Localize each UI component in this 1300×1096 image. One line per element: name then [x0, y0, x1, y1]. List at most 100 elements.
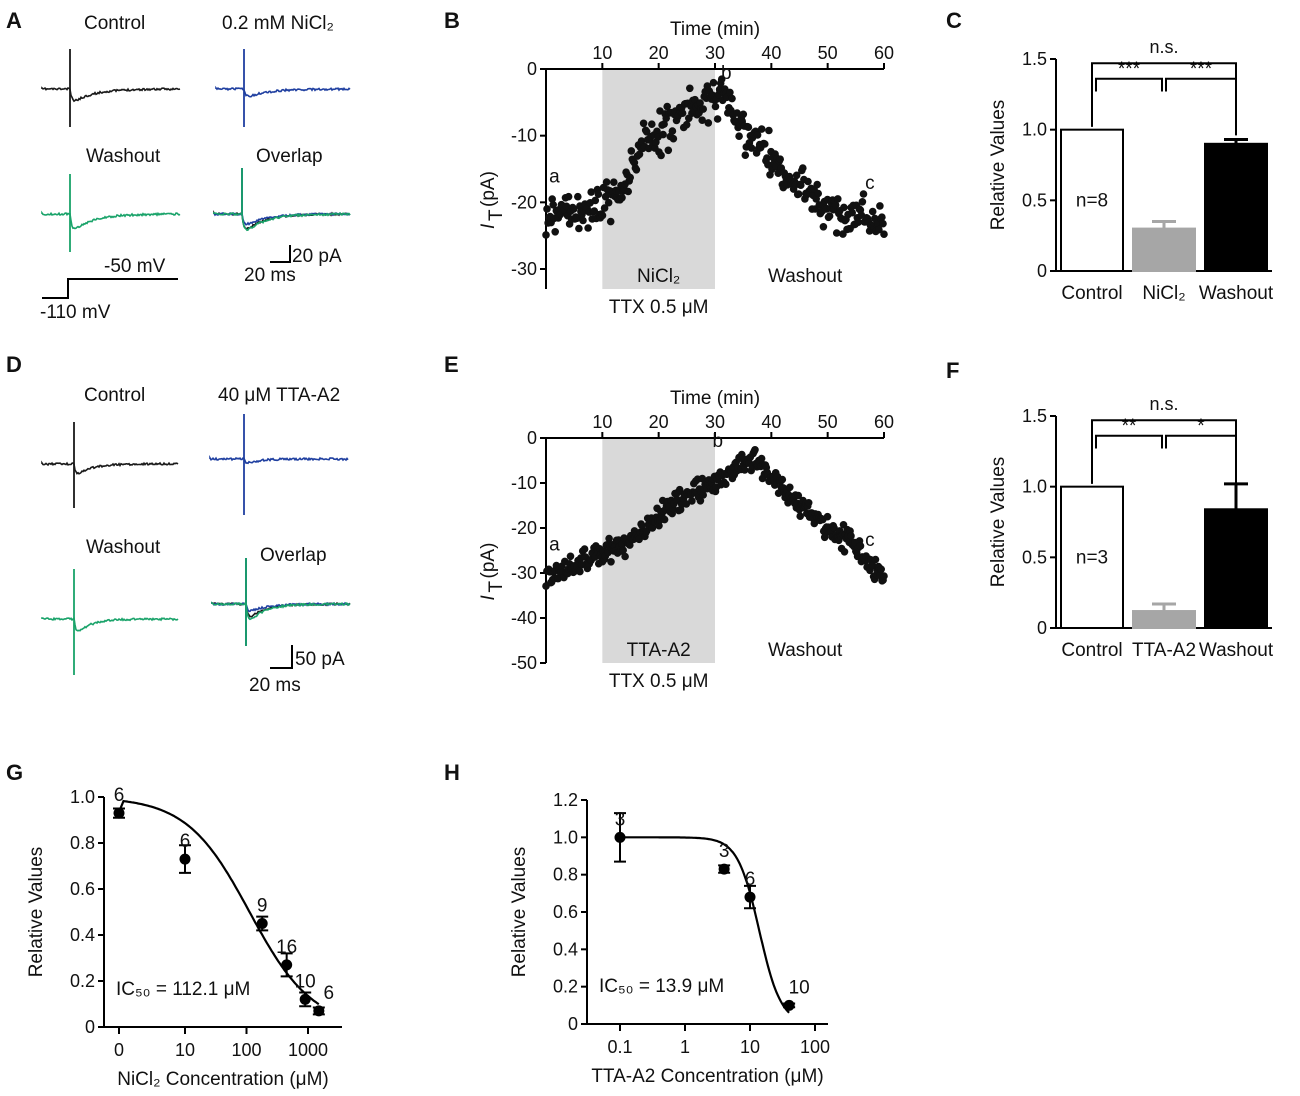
trace-drug-a — [215, 85, 351, 98]
data-point — [876, 202, 884, 210]
x-tick-label: 50 — [818, 43, 838, 63]
category-label: Control — [1061, 283, 1122, 304]
label-drug-d: 40 μM TTA-A2 — [218, 385, 340, 406]
data-point — [871, 555, 880, 564]
scale-h-d: 20 ms — [249, 675, 301, 696]
data-point — [607, 558, 615, 566]
y-tick-label: 1.5 — [1022, 406, 1047, 426]
error-bar-1 — [1152, 220, 1176, 229]
n-label: 10 — [295, 971, 316, 992]
data-point — [602, 178, 611, 186]
data-point — [564, 192, 573, 201]
data-point — [854, 218, 863, 226]
data-point — [648, 120, 656, 128]
data-point — [747, 144, 756, 152]
data-point — [717, 75, 726, 83]
data-point — [848, 208, 856, 217]
scale-v-d: 50 pA — [295, 649, 345, 670]
data-point — [786, 483, 794, 492]
data-point — [299, 993, 311, 1005]
data-point — [696, 497, 705, 505]
x-axis-title: Time (min) — [670, 388, 760, 409]
data-point — [810, 519, 819, 528]
data-point — [549, 201, 557, 209]
bar-2 — [1204, 142, 1268, 272]
y-tick-label: 0.8 — [553, 865, 578, 885]
point-marker-b: b — [713, 431, 724, 452]
sig-bracket-1 — [1095, 77, 1163, 92]
data-point — [635, 150, 644, 159]
data-point — [600, 204, 609, 212]
y-tick-label: -20 — [511, 192, 537, 212]
x-tick-label: 10 — [740, 1037, 760, 1057]
data-point — [587, 188, 595, 196]
y-tick-label: 1.0 — [70, 787, 95, 807]
traces-a — [41, 49, 351, 252]
panel-d: D Control 40 μM TTA-A2 Washout Overlap 5… — [6, 352, 351, 696]
x-tick-label: 40 — [761, 43, 781, 63]
washout-label: Washout — [768, 266, 843, 287]
data-point — [574, 192, 582, 201]
data-point — [783, 999, 795, 1011]
y-tick-label: 0.2 — [553, 977, 578, 997]
data-point — [813, 180, 821, 189]
data-point — [579, 216, 587, 225]
drug-label: TTA-A2 — [627, 640, 691, 661]
data-point — [632, 166, 641, 174]
y-axis-title-wrap: Relative Values — [988, 100, 1009, 231]
data-point — [179, 853, 191, 865]
data-point — [753, 131, 762, 139]
data-point — [878, 213, 886, 221]
n-label: 3 — [615, 809, 626, 830]
y-axis-title-wrap: Relative Values — [26, 847, 47, 978]
chart-g: G 0 0.2 0.4 0.6 0.8 1.0 0 10 100 1000 Relative Valu… — [6, 760, 342, 1090]
y-tick-label: 0.6 — [553, 902, 578, 922]
data-point — [739, 110, 748, 119]
sig-bracket-1 — [1095, 434, 1163, 449]
data-point — [618, 194, 626, 202]
fit-curve — [620, 836, 790, 1014]
data-point — [792, 171, 801, 180]
data-point — [635, 535, 643, 544]
data-point — [619, 546, 627, 554]
bar-2 — [1204, 508, 1268, 629]
n-label: 9 — [257, 896, 268, 917]
error-bar-1 — [1152, 602, 1176, 612]
data-point — [858, 198, 867, 206]
category-label: Washout — [1199, 640, 1274, 661]
y-tick-label: 0.6 — [70, 879, 95, 899]
trace-overlap-washout-a — [213, 212, 351, 232]
data-point — [604, 198, 613, 207]
panel-letter-d: D — [6, 352, 22, 377]
y-tick-label: -20 — [511, 518, 537, 538]
data-point — [856, 542, 865, 550]
data-point — [584, 224, 592, 232]
sig-bracket-2 — [1165, 77, 1237, 92]
x-tick-label: 50 — [818, 412, 838, 432]
bar-0 — [1060, 128, 1124, 272]
data-point — [751, 446, 759, 454]
category-label: TTA-A2 — [1132, 640, 1196, 661]
data-point — [569, 205, 578, 213]
y-tick-label: -40 — [511, 608, 537, 628]
trace-washout-a — [41, 210, 181, 230]
data-point — [796, 512, 804, 520]
data-point — [673, 495, 681, 504]
data-point — [859, 190, 868, 198]
bar-1 — [1132, 227, 1196, 273]
data-point — [699, 105, 707, 113]
data-point — [847, 532, 855, 540]
data-point — [660, 515, 669, 524]
y-tick-label: -10 — [511, 473, 537, 493]
y-axis-title: IT (pA) — [478, 543, 507, 601]
trace-drug-d — [209, 454, 349, 465]
y-axis-title: Relative Values — [509, 847, 530, 978]
y-tick-label: 0.8 — [70, 833, 95, 853]
y-title-unit: (pA) — [478, 171, 499, 207]
x-tick-label: 100 — [800, 1037, 830, 1057]
panel-letter-g: G — [6, 760, 23, 785]
data-point — [699, 491, 707, 499]
panel-letter-h: H — [444, 760, 460, 785]
data-point — [832, 229, 841, 237]
data-point — [638, 521, 646, 530]
